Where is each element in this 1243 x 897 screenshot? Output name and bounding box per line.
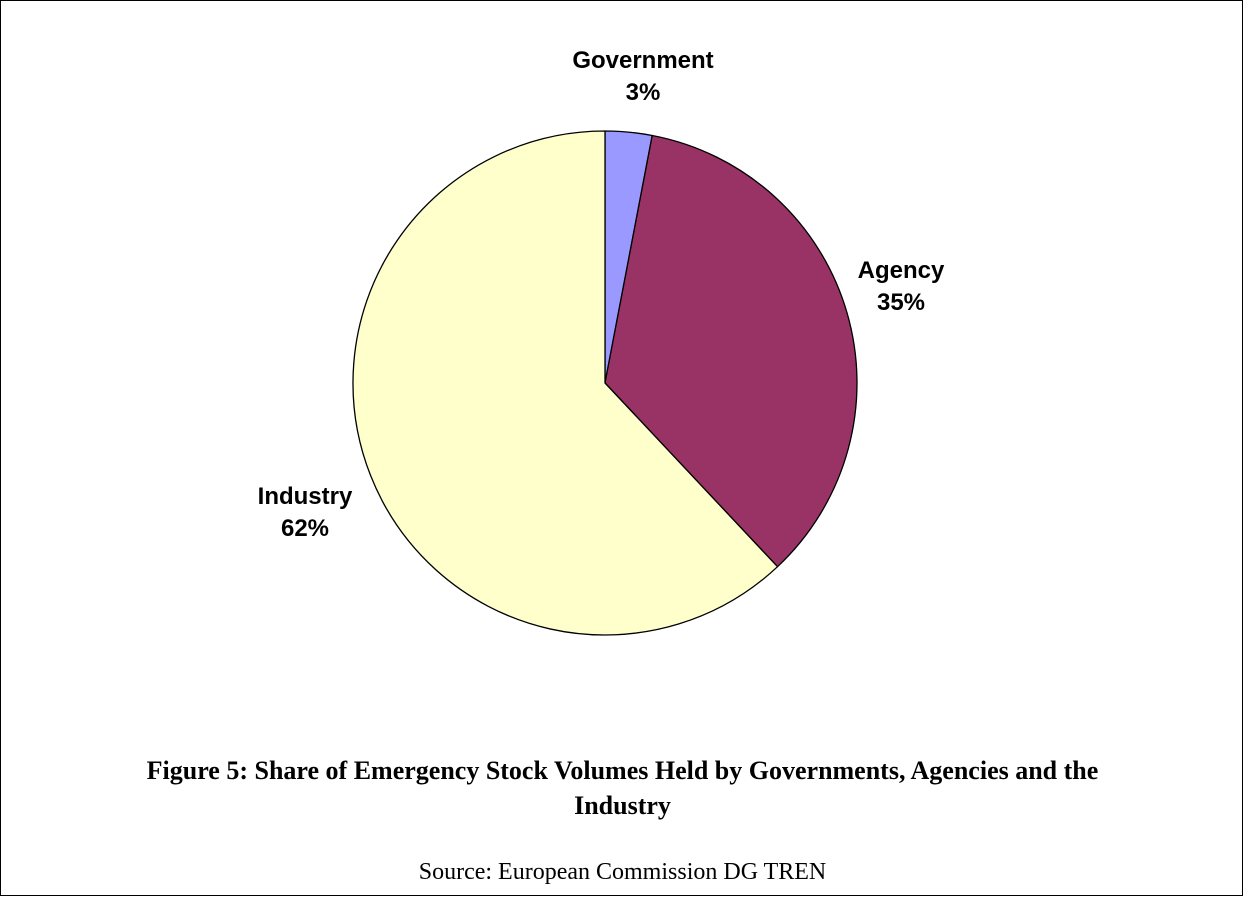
label-agency-name: Agency <box>857 257 945 284</box>
figure-caption-line1: Figure 5: Share of Emergency Stock Volum… <box>146 756 1099 785</box>
label-industry-value: 62% <box>280 515 330 542</box>
label-government-value: 3% <box>625 79 661 106</box>
label-agency: Agency 35% <box>836 255 966 319</box>
label-government: Government 3% <box>553 45 733 109</box>
pie-slice-industry <box>352 130 779 636</box>
figure-caption: Figure 5: Share of Emergency Stock Volum… <box>1 753 1243 823</box>
pie-slice-agency <box>604 134 858 568</box>
label-agency-value: 35% <box>876 289 926 316</box>
source-note: Source: European Commission DG TREN <box>418 859 827 885</box>
label-industry: Industry 62% <box>239 481 371 545</box>
label-government-name: Government <box>572 47 714 74</box>
figure-caption-line2: Industry <box>574 791 671 820</box>
label-industry-name: Industry <box>257 483 353 510</box>
